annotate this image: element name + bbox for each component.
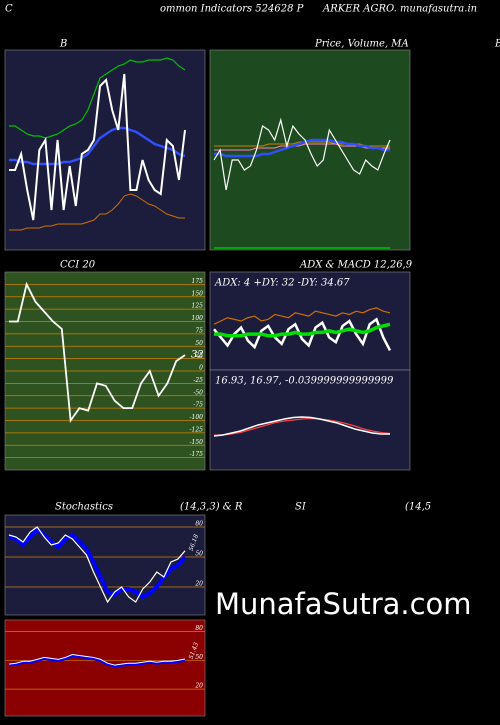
y-tick-label: 20 (194, 581, 203, 588)
series-line (213, 416, 390, 437)
series-line (8, 526, 187, 600)
y-tick-label: 150 (192, 290, 204, 297)
series-line (9, 57, 186, 139)
y-tick-label: 50 (195, 340, 203, 347)
chart-title: Price, Volume, MA (314, 39, 409, 50)
header-text: B (494, 39, 500, 50)
y-tick-label: 80 (195, 625, 203, 632)
chart-title: B (59, 39, 67, 50)
y-tick-label: -50 (193, 389, 203, 396)
chart-title: SI (295, 502, 307, 513)
series-line (9, 73, 186, 221)
y-tick-label: -100 (190, 414, 204, 421)
y-tick-label: 50 (195, 551, 203, 558)
watermark: MunafaSutra.com (215, 587, 472, 621)
y-tick-label: -175 (190, 451, 204, 458)
y-tick-label: -125 (190, 426, 204, 433)
indicator-info: ADX: 4 +DY: 32 -DY: 34.67 (214, 278, 350, 289)
y-tick-label: 0 (199, 365, 203, 372)
chart-title: (14,3,3) & R (180, 502, 243, 513)
indicator-info: 16.93, 16.97, -0.039999999999999 (215, 376, 394, 387)
chart-title: ADX & MACD 12,26,9 (299, 260, 413, 271)
chart-title: CCI 20 (60, 260, 96, 271)
panel (4, 619, 206, 717)
series-line (213, 307, 391, 325)
header-text: ommon Indicators 524628 P (160, 4, 304, 15)
y-tick-label: 20 (194, 683, 203, 690)
series-line (9, 281, 186, 423)
chart-title: Stochastics (55, 502, 113, 513)
y-tick-label: -25 (193, 377, 203, 384)
y-tick-label: 80 (195, 521, 203, 528)
series-line (9, 193, 185, 231)
y-tick-label: 175 (192, 278, 204, 285)
header-text: ARKER AGRO. munafasutra.in (322, 4, 477, 15)
series-line (8, 654, 186, 666)
header-text: C (5, 4, 13, 15)
series-line (213, 117, 391, 191)
y-tick-label: 75 (195, 327, 203, 334)
series-line (214, 138, 390, 158)
y-tick-label: -75 (193, 402, 203, 409)
y-tick-label: 50 (195, 654, 203, 661)
series-line (214, 322, 391, 338)
y-tick-label: -150 (190, 439, 204, 446)
series-line (8, 653, 186, 668)
y-tick-label: 25 (194, 352, 203, 359)
chart-title: (14,5 (405, 502, 431, 513)
panel (209, 369, 411, 471)
series-line (213, 317, 392, 351)
series-line (214, 417, 391, 436)
y-tick-label: 100 (192, 315, 204, 322)
y-tick-label: 125 (192, 303, 204, 310)
value-label: 32 (191, 350, 204, 361)
series-line (8, 526, 186, 604)
